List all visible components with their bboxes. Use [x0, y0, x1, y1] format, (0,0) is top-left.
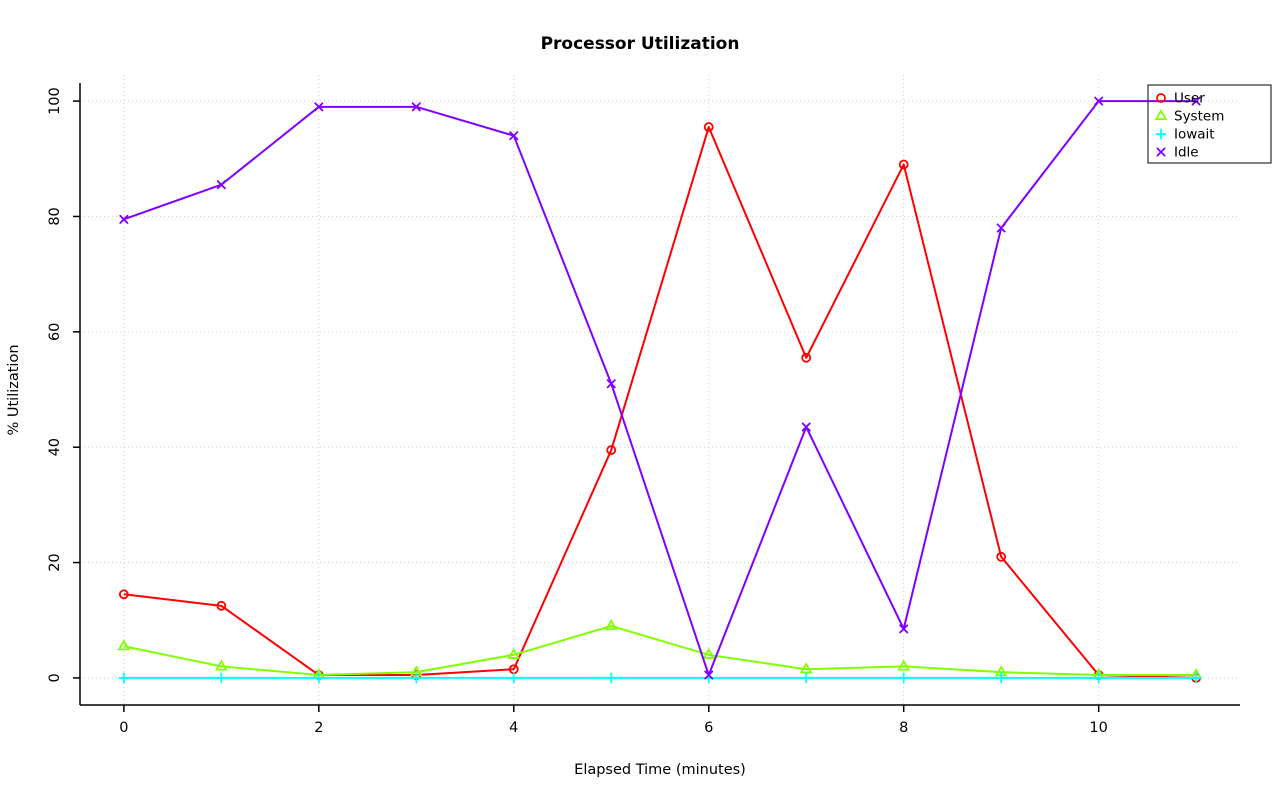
marker-x-idle: [1094, 96, 1104, 106]
marker-x-idle: [606, 379, 616, 389]
marker-plus-iowait: [508, 672, 520, 684]
marker-x-idle: [509, 131, 519, 141]
marker-circle-user: [996, 551, 1007, 562]
marker-x-idle: [314, 102, 324, 112]
x-tick-label: 8: [899, 720, 908, 736]
legend-label-user: User: [1174, 91, 1205, 107]
marker-plus-iowait: [410, 672, 422, 684]
y-tick-label: 100: [47, 87, 63, 115]
y-tick-label: 80: [47, 207, 63, 225]
marker-circle-user: [703, 122, 714, 132]
x-tick-label: 0: [119, 720, 128, 736]
marker-x-idle: [899, 624, 909, 634]
series-line-idle: [123, 100, 1197, 677]
marker-triangle-system: [507, 647, 521, 659]
series-line-user: [123, 126, 1197, 679]
marker-triangle-system: [702, 647, 716, 659]
marker-triangle-system: [604, 618, 618, 631]
marker-circle-user: [801, 352, 812, 363]
marker-circle-legend-user: [1156, 93, 1166, 103]
marker-x-idle: [704, 670, 714, 680]
marker-circle-user: [216, 600, 227, 611]
chart-title: Processor Utilization: [540, 34, 740, 54]
series-line-system: [123, 625, 1197, 677]
marker-x-idle: [216, 180, 226, 190]
x-tick-label: 2: [314, 720, 323, 736]
x-tick-label: 6: [704, 720, 713, 736]
marker-x-idle: [996, 223, 1006, 233]
y-tick-label: 0: [47, 673, 63, 682]
x-axis-label: Elapsed Time (minutes): [574, 762, 746, 778]
marker-plus-iowait: [313, 672, 325, 684]
legend-label-idle: Idle: [1174, 145, 1199, 161]
marker-circle-user: [118, 589, 129, 600]
y-tick-label: 40: [47, 438, 63, 456]
marker-triangle-system: [117, 639, 131, 651]
marker-plus-iowait: [118, 672, 130, 684]
legend-label-iowait: Iowait: [1174, 127, 1215, 143]
x-tick-label: 4: [509, 720, 518, 736]
legend-box: [1147, 84, 1272, 164]
y-tick-label: 20: [47, 553, 63, 571]
marker-plus-iowait: [605, 672, 617, 684]
marker-circle-user: [898, 159, 909, 170]
marker-x-idle: [1191, 96, 1201, 106]
y-tick-label: 60: [47, 323, 63, 341]
marker-plus-iowait: [215, 672, 227, 684]
marker-x-idle: [119, 214, 129, 224]
marker-circle-user: [606, 445, 617, 455]
marker-x-idle: [801, 422, 811, 432]
marker-x-legend-idle: [1156, 147, 1166, 157]
marker-plus-iowait: [995, 672, 1007, 684]
marker-x-idle: [411, 102, 421, 112]
marker-plus-iowait: [800, 672, 812, 684]
marker-triangle-system: [897, 659, 911, 671]
marker-plus-legend-iowait: [1155, 128, 1167, 140]
x-tick-label: 10: [1089, 720, 1107, 736]
marker-plus-iowait: [1093, 672, 1105, 684]
marker-triangle-system: [214, 659, 228, 671]
legend-label-system: System: [1174, 109, 1224, 125]
marker-plus-iowait: [1190, 672, 1202, 684]
marker-triangle-legend-system: [1154, 108, 1168, 121]
marker-plus-iowait: [898, 672, 910, 684]
